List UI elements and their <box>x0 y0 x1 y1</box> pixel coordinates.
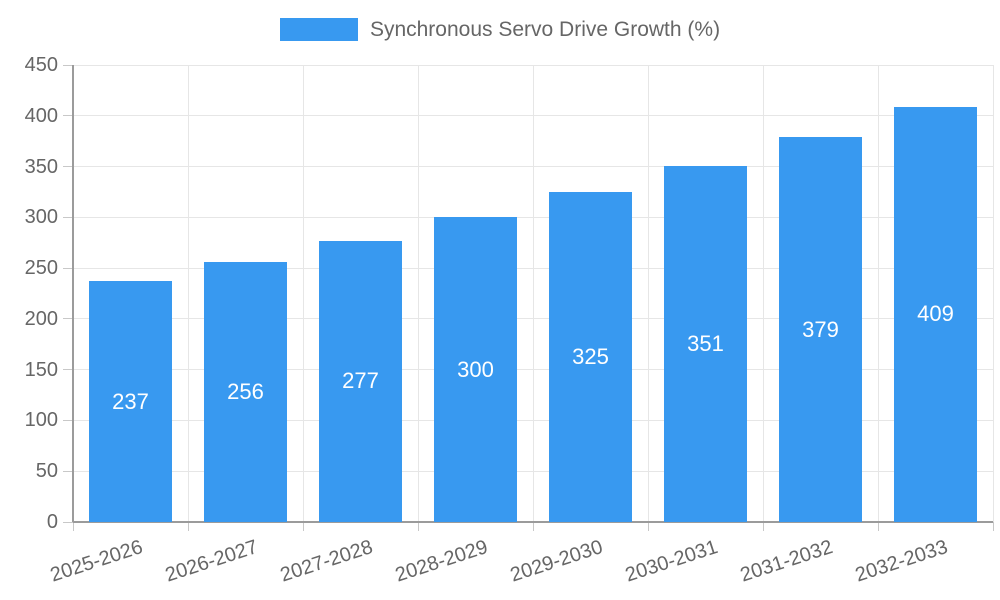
bar-2026-2027[interactable] <box>204 262 287 522</box>
y-axis-tick-label: 50 <box>35 460 58 483</box>
y-axis-tick <box>63 369 73 371</box>
x-gridline <box>877 65 879 522</box>
bar-value-label: 325 <box>572 343 609 369</box>
chart-legend[interactable]: Synchronous Servo Drive Growth (%) <box>0 18 1000 41</box>
x-axis-tick-label: 2031-2032 <box>737 536 836 587</box>
bar-2027-2028[interactable] <box>319 240 402 522</box>
y-axis-tick-label: 400 <box>24 104 58 127</box>
y-axis-line <box>72 65 74 522</box>
y-axis-tick <box>63 64 73 66</box>
y-axis-tick-label: 350 <box>24 155 58 178</box>
x-axis-tick <box>647 522 649 531</box>
bar-value-label: 351 <box>687 330 724 356</box>
x-axis-tick <box>532 522 534 531</box>
y-axis-tick-label: 200 <box>24 307 58 330</box>
y-axis-tick-label: 450 <box>24 54 58 76</box>
bar-2031-2032[interactable] <box>779 137 862 522</box>
x-axis-tick-label: 2032-2033 <box>852 536 951 587</box>
y-axis-tick-label: 150 <box>24 358 58 381</box>
y-axis-tick <box>63 166 73 168</box>
x-gridline <box>302 65 304 522</box>
x-gridline <box>532 65 534 522</box>
bar-2028-2029[interactable] <box>434 217 517 522</box>
y-axis-tick-label: 100 <box>24 409 58 432</box>
x-axis-tick-label: 2028-2029 <box>392 536 491 587</box>
y-axis-tick-label: 0 <box>46 511 58 533</box>
bar-2032-2033[interactable] <box>894 106 977 522</box>
x-axis-tick <box>417 522 419 531</box>
legend-swatch <box>279 18 358 41</box>
x-gridline <box>417 65 419 522</box>
x-axis-tick <box>877 522 879 531</box>
x-gridline <box>647 65 649 522</box>
x-axis-tick-label: 2030-2031 <box>622 536 721 587</box>
x-gridline <box>187 65 189 522</box>
bar-value-label: 237 <box>112 388 149 414</box>
x-axis-tick-label: 2029-2030 <box>507 536 606 587</box>
y-axis-tick <box>63 521 73 523</box>
x-gridline <box>992 65 994 522</box>
bar-2025-2026[interactable] <box>89 281 172 522</box>
bar-value-label: 379 <box>802 316 839 342</box>
bar-value-label: 256 <box>227 379 264 404</box>
bar-value-label: 409 <box>917 301 954 327</box>
y-axis-tick <box>63 470 73 472</box>
x-axis-tick-label: 2027-2028 <box>277 536 376 587</box>
x-axis-tick <box>302 522 304 531</box>
x-axis-tick <box>992 522 994 531</box>
x-axis-line <box>73 521 993 523</box>
bar-2030-2031[interactable] <box>664 165 747 522</box>
x-gridline <box>762 65 764 522</box>
bar-value-label: 300 <box>457 356 494 382</box>
y-axis-tick <box>63 318 73 320</box>
x-axis-tick <box>762 522 764 531</box>
x-axis-tick-label: 2025-2026 <box>47 536 146 587</box>
x-axis-tick <box>72 522 74 531</box>
bar-value-label: 277 <box>342 368 379 394</box>
y-axis-tick-label: 300 <box>24 206 58 229</box>
y-axis-tick <box>63 267 73 269</box>
x-axis-tick <box>187 522 189 531</box>
legend-label: Synchronous Servo Drive Growth (%) <box>369 18 721 41</box>
x-axis-tick-label: 2026-2027 <box>162 536 261 587</box>
y-axis-tick <box>63 419 73 421</box>
bar-2029-2030[interactable] <box>549 191 632 522</box>
y-axis-tick <box>63 216 73 218</box>
y-axis-tick-label: 250 <box>24 257 58 280</box>
y-axis-tick <box>63 115 73 117</box>
